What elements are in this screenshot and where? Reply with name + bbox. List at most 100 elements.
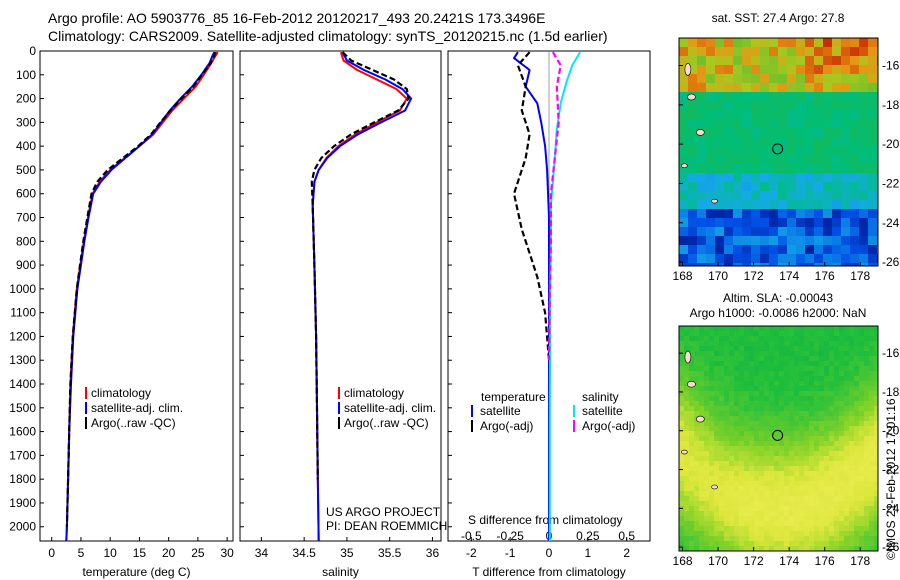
sla-map-cell — [694, 516, 700, 522]
sla-map-cell — [814, 426, 820, 432]
sst-map-cell — [742, 128, 752, 138]
sla-map-cell — [729, 471, 735, 477]
sla-map-cell — [744, 376, 750, 382]
sst-map-cell — [724, 47, 734, 57]
sla-map-cell — [874, 541, 879, 547]
sla-map-cell — [809, 351, 815, 357]
sst-map-cell — [823, 182, 833, 192]
sla-map-cell — [679, 451, 685, 457]
sst-map-cell — [760, 236, 770, 246]
sst-map-cell — [805, 110, 815, 120]
sla-map-cell — [729, 466, 735, 472]
sla-map-cell — [694, 491, 700, 497]
sla-map-cell — [809, 471, 815, 477]
sla-map-cell — [694, 421, 700, 427]
sst-map-cell — [832, 236, 842, 246]
sst-map-cell — [688, 191, 698, 201]
sla-map-cell — [719, 401, 725, 407]
sst-map-cell — [751, 101, 761, 111]
sdiff-tick-label: -0.25 — [496, 529, 524, 543]
sla-map-cell — [854, 516, 860, 522]
temperature-axis-tick-label: 10 — [104, 546, 118, 560]
sst-map-cell — [724, 209, 734, 219]
sla-map-cell — [839, 496, 845, 502]
sla-map-cell — [689, 401, 695, 407]
sla-map-cell — [799, 446, 805, 452]
sla-map-cell — [814, 421, 820, 427]
sst-map-cell — [715, 119, 725, 129]
sla-map-cell — [789, 546, 795, 552]
sla-map-cell — [759, 366, 765, 372]
sla-map-cell — [864, 381, 870, 387]
sla-map-cell — [759, 496, 765, 502]
sla-map-cell — [704, 466, 710, 472]
sst-map-cell — [787, 218, 797, 228]
sst-map-cell — [832, 263, 842, 267]
sla-map-cell — [724, 396, 730, 402]
temperature-plot-frame — [39, 50, 234, 542]
sla-map-cell — [759, 466, 765, 472]
sla-map-cell — [764, 391, 770, 397]
sla-map-y-tick-label: -20 — [882, 424, 900, 438]
sla-map-cell — [789, 331, 795, 337]
sla-map-cell — [839, 506, 845, 512]
sla-map-cell — [724, 526, 730, 532]
sla-map-y-tick-label: -22 — [882, 463, 900, 477]
sla-map-cell — [869, 491, 875, 497]
sst-map-cell — [850, 218, 860, 228]
sla-map-cell — [874, 526, 879, 532]
sla-map-cell — [759, 381, 765, 387]
sst-map-cell — [769, 65, 779, 75]
sla-map-cell — [689, 376, 695, 382]
sla-map-cell — [679, 331, 685, 337]
sst-map-cell — [832, 164, 842, 174]
sla-map-cell — [774, 326, 780, 332]
sst-map-cell — [868, 155, 878, 165]
sla-map-cell — [789, 526, 795, 532]
sla-map-cell — [709, 436, 715, 442]
sst-map-cell — [796, 65, 806, 75]
sla-map-cell — [829, 536, 835, 542]
sla-map-cell — [739, 366, 745, 372]
sla-map-cell — [729, 366, 735, 372]
sla-map-cell — [764, 461, 770, 467]
sla-map-cell — [829, 476, 835, 482]
sla-map-cell — [809, 361, 815, 367]
sst-map-cell — [697, 92, 707, 102]
sla-map-cell — [869, 346, 875, 352]
sla-map-cell — [749, 521, 755, 527]
sla-map-cell — [769, 371, 775, 377]
sst-map-cell — [868, 38, 878, 48]
sla-map-cell — [679, 366, 685, 372]
sla-map-cell — [754, 356, 760, 362]
sla-map-cell — [839, 421, 845, 427]
sla-map-cell — [814, 431, 820, 437]
sla-map-cell — [754, 546, 760, 552]
sst-map-cell — [823, 155, 833, 165]
sla-map-cell — [874, 371, 879, 377]
sla-map-cell — [729, 441, 735, 447]
sla-map-cell — [819, 441, 825, 447]
sla-map-cell — [689, 526, 695, 532]
sst-map-cell — [859, 245, 869, 255]
sla-map-cell — [744, 366, 750, 372]
sla-map-cell — [804, 496, 810, 502]
sla-map-cell — [774, 431, 780, 437]
sla-map-cell — [754, 351, 760, 357]
sla-map-cell — [774, 336, 780, 342]
sla-map-cell — [779, 451, 785, 457]
sla-map-x-tick-label: 178 — [850, 554, 870, 568]
sst-map-cell — [805, 200, 815, 210]
sla-map-cell — [774, 396, 780, 402]
sla-map-cell — [709, 471, 715, 477]
sla-map-cell — [869, 506, 875, 512]
sla-map-cell — [744, 516, 750, 522]
sst-map-cell — [679, 182, 689, 192]
sla-map-cell — [809, 546, 815, 552]
sla-map-cell — [824, 461, 830, 467]
sla-map-cell — [784, 411, 790, 417]
sla-map-cell — [734, 421, 740, 427]
sst-map-cell — [742, 119, 752, 129]
sla-map-cell — [834, 471, 840, 477]
sla-map-cell — [739, 436, 745, 442]
